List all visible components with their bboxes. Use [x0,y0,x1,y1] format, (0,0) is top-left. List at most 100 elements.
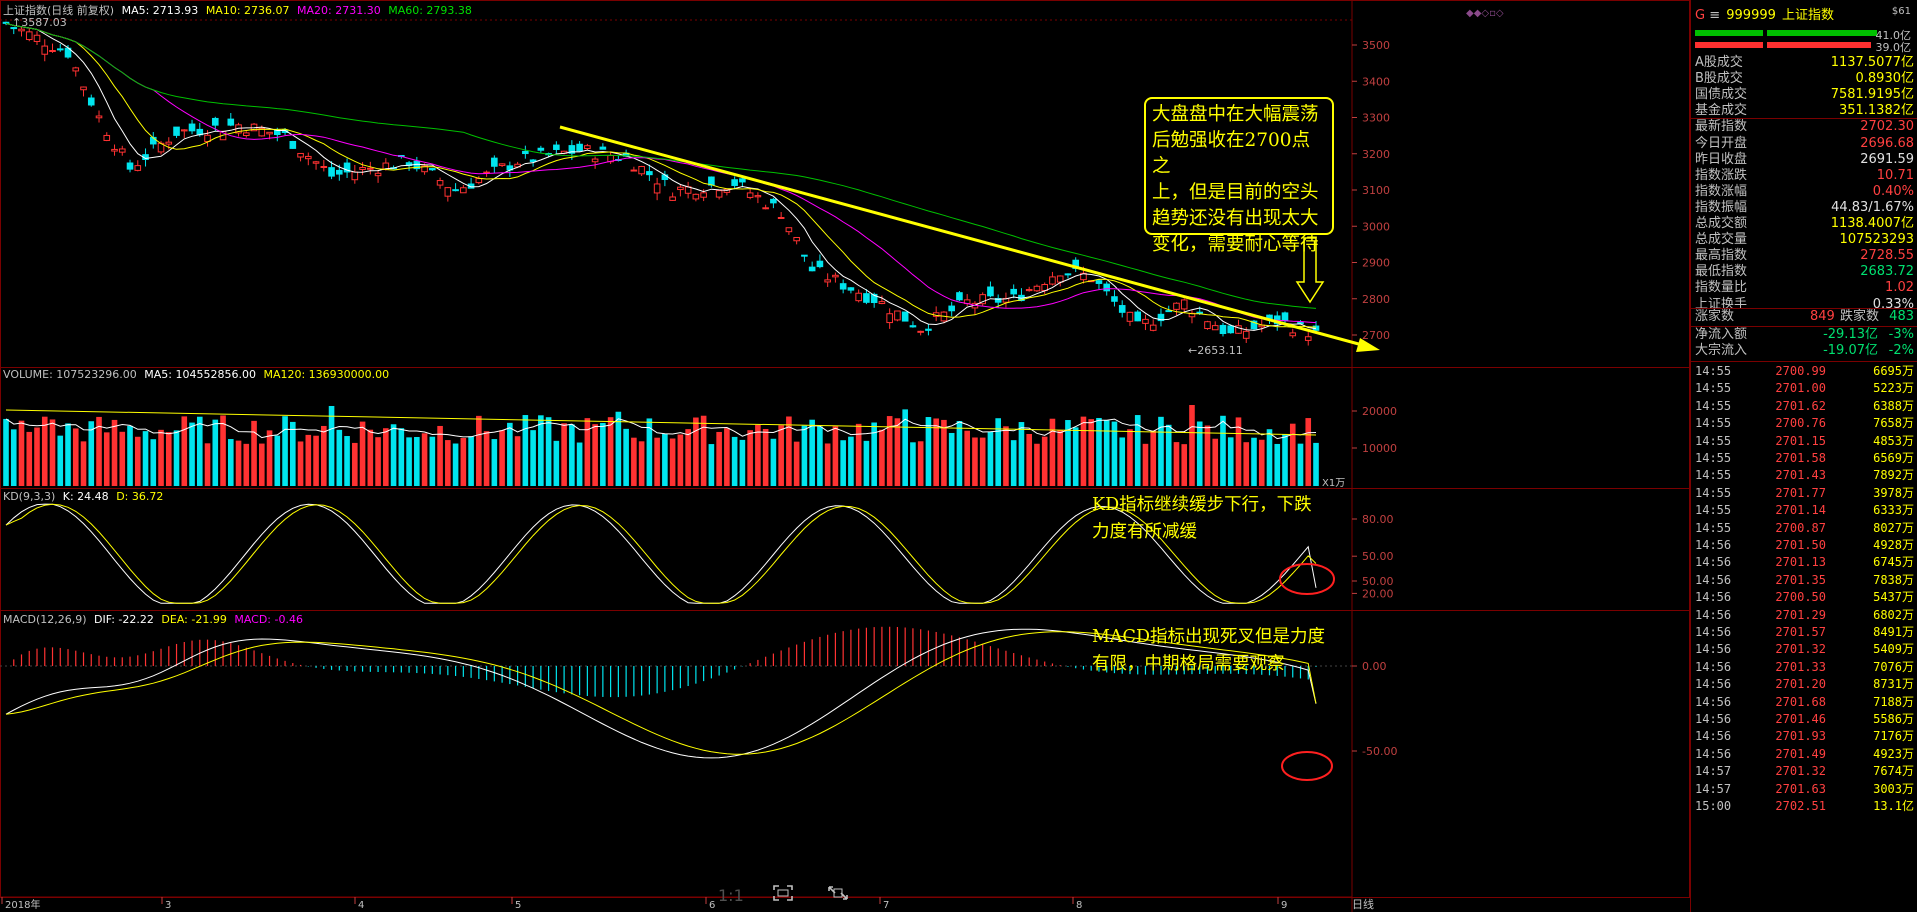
volume-bar[interactable] [1289,423,1296,486]
volume-bar[interactable] [10,429,17,486]
candle-body[interactable] [72,67,80,72]
candle-body[interactable] [374,172,382,177]
tick-row[interactable]: 14:55 2700.99 6695万 [1691,363,1917,380]
volume-bar[interactable] [662,433,668,486]
candle-body[interactable] [1095,280,1103,284]
volume-bar[interactable] [623,428,629,486]
volume-bar[interactable] [352,442,358,486]
candle-body[interactable] [894,310,901,321]
volume-bar[interactable] [600,422,606,486]
volume-bar[interactable] [243,443,250,486]
candle-body[interactable] [746,192,754,198]
volume-bar[interactable] [561,423,567,486]
volume-bar[interactable] [1049,418,1056,486]
volume-bar[interactable] [1297,443,1304,486]
candle-body[interactable] [1227,325,1235,334]
candle-body[interactable] [568,145,576,154]
volume-bar[interactable] [212,419,219,486]
volume-bar[interactable] [1196,421,1203,486]
candle-body[interactable] [770,198,777,204]
volume-bar[interactable] [848,436,854,486]
volume-bar[interactable] [615,411,622,486]
volume-bar[interactable] [1142,443,1149,486]
candle-body[interactable] [351,171,359,181]
candle-body[interactable] [111,148,118,152]
candle-body[interactable] [1111,296,1118,302]
volume-bar[interactable] [1251,437,1257,486]
candle-body[interactable] [739,178,746,183]
candle-body[interactable] [305,155,312,160]
volume-bar[interactable] [204,443,211,486]
volume-bar[interactable] [917,441,924,486]
volume-bar[interactable] [476,415,482,486]
volume-bar[interactable] [96,416,102,486]
candle-body[interactable] [328,167,335,177]
volume-bar[interactable] [189,422,195,486]
candle-body[interactable] [855,292,862,302]
volume-bar[interactable] [181,416,188,486]
tick-row[interactable]: 14:57 2701.63 3003万 [1691,781,1917,798]
volume-bar[interactable] [220,415,226,486]
volume-bar[interactable] [297,441,304,486]
volume-bar[interactable] [716,431,722,486]
volume-bar[interactable] [1173,442,1180,486]
tick-row[interactable]: 14:56 2701.20 8731万 [1691,676,1917,693]
volume-bar[interactable] [437,425,443,486]
volume-bar[interactable] [1189,405,1195,486]
candle-body[interactable] [10,27,18,30]
fit-view-icon[interactable] [827,884,849,902]
volume-bar[interactable] [1010,440,1017,486]
volume-bar[interactable] [840,440,846,486]
candle-body[interactable] [901,311,909,322]
volume-bar[interactable] [987,431,994,486]
candle-body[interactable] [134,165,142,171]
candle-body[interactable] [1157,313,1165,322]
candle-body[interactable] [1056,275,1064,283]
volume-bar[interactable] [669,438,676,486]
candle-body[interactable] [638,166,645,175]
tick-row[interactable]: 14:55 2700.87 8027万 [1691,520,1917,537]
volume-bar[interactable] [530,430,536,486]
candle-body[interactable] [1103,283,1111,292]
candle-body[interactable] [1064,273,1072,276]
kline-chart-area[interactable]: 3500 3400 3300 3200 3100 3000 2900 2800 2700 200… [0,0,1690,912]
candle-body[interactable] [979,294,986,305]
candle-body[interactable] [529,159,537,163]
candle-body[interactable] [312,161,320,164]
candle-body[interactable] [925,328,932,331]
volume-bar[interactable] [1181,444,1188,486]
volume-bar[interactable] [1080,416,1087,486]
tick-row[interactable]: 14:56 2701.29 6802万 [1691,607,1917,624]
volume-bar[interactable] [646,418,653,486]
candle-body[interactable] [591,158,599,163]
volume-bar[interactable] [948,432,955,486]
candle-body[interactable] [1142,318,1149,324]
candle-body[interactable] [429,168,436,171]
candle-body[interactable] [1211,325,1219,331]
tick-row[interactable]: 14:56 2701.32 5409万 [1691,641,1917,658]
candle-body[interactable] [863,293,870,303]
candle-body[interactable] [1010,288,1017,295]
tick-row[interactable]: 14:56 2701.93 7176万 [1691,728,1917,745]
tick-row[interactable]: 14:56 2701.50 4928万 [1691,537,1917,554]
candle-body[interactable] [653,183,661,194]
volume-bar[interactable] [972,437,978,486]
volume-bar[interactable] [607,417,614,486]
candle-body[interactable] [1219,324,1227,335]
volume-bar[interactable] [336,429,343,486]
volume-bar[interactable] [863,440,870,486]
volume-bar[interactable] [3,418,9,486]
candle-body[interactable] [878,301,886,305]
volume-bar[interactable] [483,431,490,486]
tick-row[interactable]: 14:55 2701.14 6333万 [1691,502,1917,519]
candle-body[interactable] [808,266,816,272]
volume-bar[interactable] [778,425,784,486]
volume-bar[interactable] [1266,429,1273,486]
volume-bar[interactable] [1150,430,1157,486]
volume-bar[interactable] [111,419,118,486]
candle-body[interactable] [103,134,111,141]
candle-body[interactable] [95,115,103,119]
volume-bar[interactable] [390,424,397,486]
volume-bar[interactable] [49,419,56,486]
volume-bar[interactable] [328,405,335,486]
